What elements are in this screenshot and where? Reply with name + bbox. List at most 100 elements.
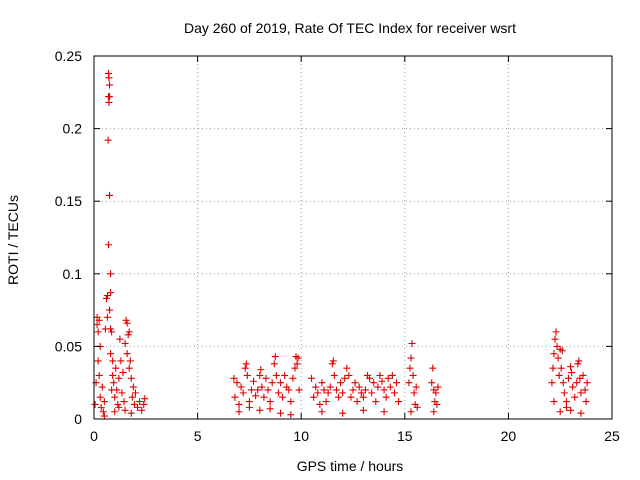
data-point bbox=[295, 386, 303, 394]
data-point bbox=[318, 408, 326, 416]
data-point bbox=[242, 360, 250, 368]
data-point bbox=[107, 289, 115, 297]
data-point bbox=[257, 366, 265, 374]
y-tick-labels: 0 0.05 0.1 0.15 0.2 0.25 bbox=[55, 48, 82, 427]
data-point bbox=[549, 364, 557, 372]
y-tick-label: 0.1 bbox=[63, 266, 83, 282]
data-point bbox=[433, 400, 441, 408]
data-point bbox=[568, 369, 576, 377]
data-point bbox=[279, 393, 287, 401]
data-point bbox=[127, 409, 135, 417]
data-point bbox=[353, 398, 361, 406]
data-point bbox=[109, 371, 117, 379]
data-point bbox=[287, 411, 295, 419]
data-point bbox=[130, 400, 138, 408]
data-point bbox=[334, 393, 342, 401]
data-point bbox=[409, 371, 417, 379]
data-point bbox=[247, 386, 255, 394]
data-point bbox=[106, 81, 114, 89]
x-tick-label: 10 bbox=[293, 428, 309, 444]
data-point bbox=[268, 379, 276, 387]
data-point bbox=[231, 393, 239, 401]
data-point bbox=[115, 374, 123, 382]
axis-ticks bbox=[93, 55, 613, 420]
data-point bbox=[97, 403, 105, 411]
data-point bbox=[310, 393, 318, 401]
data-point bbox=[564, 374, 572, 382]
data-point bbox=[291, 364, 299, 372]
data-point bbox=[107, 325, 115, 333]
data-point bbox=[343, 364, 351, 372]
data-point bbox=[378, 377, 386, 385]
data-point bbox=[359, 406, 367, 414]
data-point bbox=[551, 335, 559, 343]
data-point bbox=[276, 379, 284, 387]
data-point bbox=[347, 393, 355, 401]
data-point bbox=[320, 386, 328, 394]
data-point bbox=[117, 357, 125, 365]
data-point bbox=[386, 383, 394, 391]
x-tick-label: 0 bbox=[90, 428, 98, 444]
data-point bbox=[574, 360, 582, 368]
data-point bbox=[550, 350, 558, 358]
data-point bbox=[312, 383, 320, 391]
data-point bbox=[393, 379, 401, 387]
y-tick-label: 0.25 bbox=[55, 48, 82, 64]
data-point bbox=[308, 374, 316, 382]
data-point bbox=[105, 241, 113, 249]
data-point bbox=[270, 360, 278, 368]
data-point bbox=[581, 386, 589, 394]
data-point bbox=[316, 400, 324, 408]
data-point bbox=[281, 371, 289, 379]
data-point bbox=[577, 409, 585, 417]
data-point bbox=[254, 386, 262, 394]
y-tick-label: 0.2 bbox=[63, 121, 83, 137]
data-point bbox=[326, 383, 334, 391]
x-tick-label: 5 bbox=[194, 428, 202, 444]
data-point bbox=[410, 389, 418, 397]
data-point bbox=[102, 294, 110, 302]
data-point bbox=[285, 386, 293, 394]
x-tick-labels: 0 5 10 15 20 25 bbox=[90, 428, 620, 444]
data-point bbox=[328, 360, 336, 368]
data-point bbox=[384, 374, 392, 382]
data-point bbox=[408, 339, 416, 347]
data-point bbox=[115, 403, 123, 411]
data-point bbox=[553, 342, 561, 350]
data-point bbox=[407, 354, 415, 362]
data-point bbox=[235, 400, 243, 408]
data-point bbox=[111, 393, 119, 401]
data-point bbox=[125, 364, 133, 372]
data-point bbox=[341, 374, 349, 382]
grid-lines bbox=[94, 56, 612, 419]
data-point bbox=[108, 328, 116, 336]
data-point bbox=[405, 379, 413, 387]
data-point bbox=[125, 328, 133, 336]
data-point bbox=[366, 374, 374, 382]
data-point bbox=[140, 400, 148, 408]
y-tick-label: 0 bbox=[74, 411, 82, 427]
data-points bbox=[91, 69, 591, 420]
data-point bbox=[274, 389, 282, 397]
y-tick-label: 0.15 bbox=[55, 193, 82, 209]
data-point bbox=[575, 357, 583, 365]
data-point bbox=[260, 393, 268, 401]
data-point bbox=[121, 339, 129, 347]
data-point bbox=[233, 379, 241, 387]
data-point bbox=[266, 405, 274, 413]
data-point bbox=[95, 371, 103, 379]
data-point bbox=[577, 389, 585, 397]
data-point bbox=[430, 408, 438, 416]
data-point bbox=[324, 389, 332, 397]
data-point bbox=[322, 398, 330, 406]
data-point bbox=[256, 406, 264, 414]
data-point bbox=[243, 371, 251, 379]
data-point bbox=[558, 347, 566, 355]
data-point bbox=[329, 357, 337, 365]
data-point bbox=[107, 270, 115, 278]
data-point bbox=[252, 392, 260, 400]
data-point bbox=[271, 353, 279, 361]
data-point bbox=[258, 383, 266, 391]
data-point bbox=[93, 321, 101, 329]
data-point bbox=[94, 328, 102, 336]
